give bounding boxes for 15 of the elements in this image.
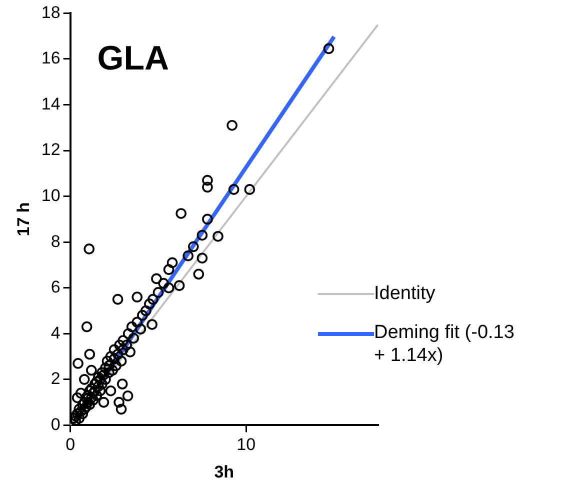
y-axis-title: 17 h <box>14 202 33 236</box>
y-tick-label: 18 <box>41 2 60 22</box>
y-tick-label: 0 <box>50 414 60 434</box>
y-tick-label: 2 <box>50 369 60 388</box>
y-tick-label: 12 <box>41 140 60 160</box>
y-tick-label: 16 <box>41 48 60 68</box>
y-tick-label: 10 <box>41 186 60 205</box>
legend-label: Deming fit (-0.13 + 1.14x) <box>374 321 516 367</box>
y-tick-label: 6 <box>50 278 60 297</box>
y-tick-label: 4 <box>50 323 60 342</box>
text: GLA <box>97 40 170 78</box>
y-tick-label: 14 <box>41 94 60 114</box>
legend-label: Identity <box>374 282 436 305</box>
x-axis-title: 3h <box>214 462 234 482</box>
y-tick-label: 8 <box>50 232 60 251</box>
